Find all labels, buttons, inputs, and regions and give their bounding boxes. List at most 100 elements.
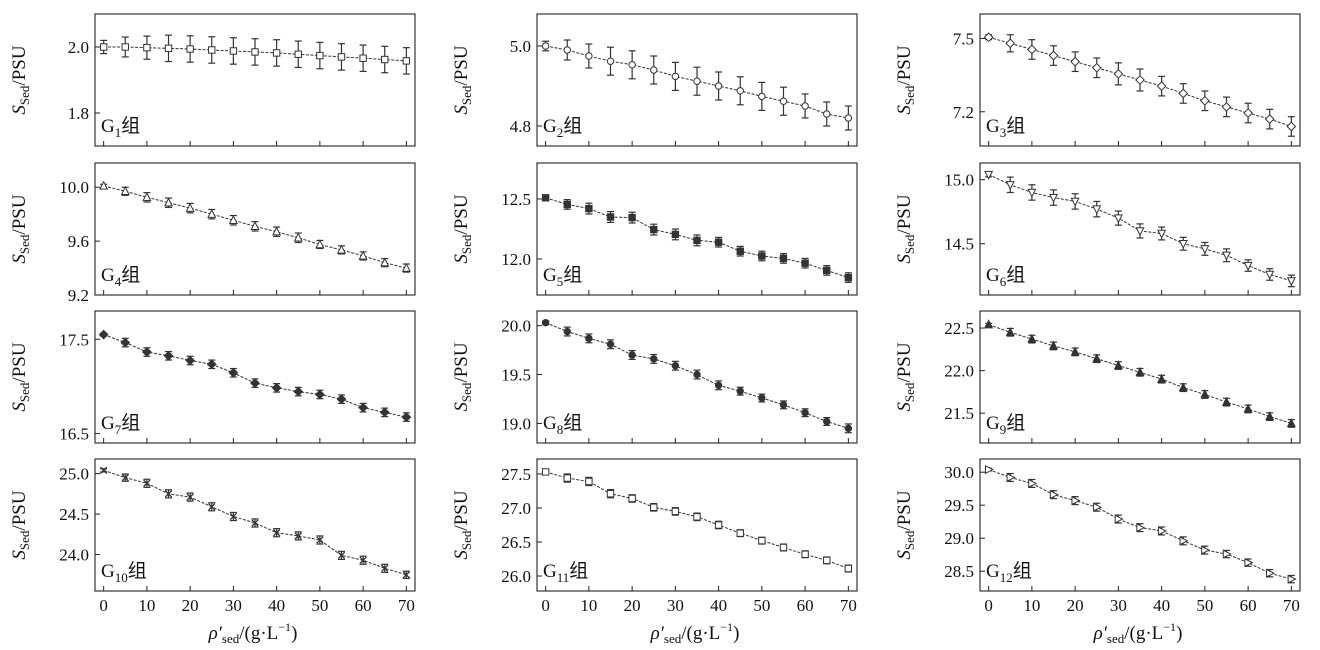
y-tick-label: 27.5 [501,465,531,484]
data-point-6-10 [1200,245,1210,255]
data-point-5-7 [693,236,701,245]
data-point-8-13 [823,417,831,426]
chart-panel-3: 7.2 7.5 SSed/PSU G3组 [894,13,1301,147]
y-tick-label: 15.0 [944,171,974,190]
data-point-5-0 [541,194,550,202]
data-point-4-2 [142,192,152,202]
y-tick-label: 26.0 [501,567,531,586]
y-tick-label: 12.5 [501,190,531,209]
data-point-11-12 [801,550,809,558]
group-label: G9组 [986,412,1025,437]
data-point-2-4 [628,61,636,69]
y-tick-label: 24.5 [59,505,89,524]
data-point-11-4 [628,494,636,503]
data-point-12-8 [1157,526,1167,536]
data-point-4-5 [207,208,217,218]
y-tick-label: 5.0 [510,37,531,56]
data-point-10-11 [337,551,346,560]
data-point-8-4 [628,351,636,359]
y-tick-label: 29.5 [944,496,974,515]
data-point-2-10 [758,92,766,101]
data-point-11-6 [671,507,680,516]
data-point-2-9 [736,87,744,95]
data-point-4-1 [120,185,130,195]
data-point-5-12 [801,259,809,267]
x-tick-label: 70 [398,596,415,615]
data-point-12-4 [1071,496,1081,506]
data-point-3-4 [1070,56,1081,67]
data-point-9-9 [1178,382,1188,392]
data-point-8-14 [844,424,853,433]
data-point-12-7 [1136,523,1146,533]
data-point-8-8 [714,381,723,390]
data-point-9-5 [1092,353,1102,363]
data-point-6-4 [1070,197,1080,207]
data-point-10-3 [164,490,173,498]
data-point-12-12 [1244,558,1254,568]
data-point-6-14 [1286,277,1296,287]
data-point-4-11 [336,244,346,254]
data-point-12-10 [1201,545,1211,555]
group-label: G6组 [986,264,1025,289]
y-axis-label: SSed/PSU [894,194,917,263]
data-point-1-2 [143,43,151,52]
x-tick-label: 10 [1023,596,1040,615]
data-point-3-14 [1286,121,1297,132]
data-point-3-3 [1048,50,1059,61]
data-point-5-5 [650,225,658,234]
data-point-8-0 [541,319,550,327]
x-tick-label: 40 [710,596,727,615]
x-tick-label: 10 [138,596,155,615]
data-point-11-10 [758,536,766,545]
data-point-9-10 [1200,389,1210,399]
data-point-11-0 [541,468,550,476]
x-tick-label: 30 [667,596,684,615]
data-point-7-13 [379,407,390,418]
data-point-11-3 [606,490,615,498]
data-point-1-10 [316,51,324,60]
group-label: G11组 [543,560,588,585]
group-label: G2组 [543,115,582,140]
data-point-5-9 [736,247,744,255]
chart-panel-8: 19.0 19.5 20.0 SSed/PSU G8组 [451,310,858,444]
x-tick-label: 50 [753,596,770,615]
data-point-6-6 [1113,214,1123,224]
data-point-10-0 [99,466,108,474]
y-tick-label: 14.5 [944,235,974,254]
y-tick-label: 20.0 [501,317,531,336]
y-tick-label: 9.2 [68,286,89,305]
y-tick-label: 4.8 [510,117,531,136]
group-label: G1组 [101,115,140,140]
x-tick-label: 60 [355,596,372,615]
data-point-9-12 [1243,403,1253,413]
group-label: G8组 [543,412,582,437]
y-tick-label: 22.0 [944,362,974,381]
data-point-5-10 [758,252,766,260]
data-point-5-1 [563,200,571,209]
y-axis-label: SSed/PSU [894,45,917,114]
y-axis-label: SSed/PSU [9,490,32,559]
data-point-6-9 [1178,240,1188,250]
data-point-1-14 [402,57,411,65]
data-point-11-2 [585,477,593,486]
data-point-4-0 [99,180,109,190]
data-point-6-1 [1005,181,1015,191]
data-point-12-1 [1006,472,1016,482]
data-point-9-3 [1049,340,1059,350]
y-tick-label: 30.0 [944,463,974,482]
y-tick-label: 29.0 [944,529,974,548]
data-point-2-6 [671,72,680,81]
data-point-2-11 [779,97,788,105]
data-point-7-2 [141,347,152,357]
plot-frame [536,162,858,296]
data-point-3-2 [1026,44,1037,55]
data-point-10-8 [272,529,281,537]
x-tick-label: 30 [1110,596,1127,615]
data-point-7-9 [293,386,304,397]
data-point-2-14 [844,114,853,122]
data-point-10-2 [143,479,151,487]
data-point-9-11 [1221,396,1231,406]
data-point-11-9 [736,529,744,537]
